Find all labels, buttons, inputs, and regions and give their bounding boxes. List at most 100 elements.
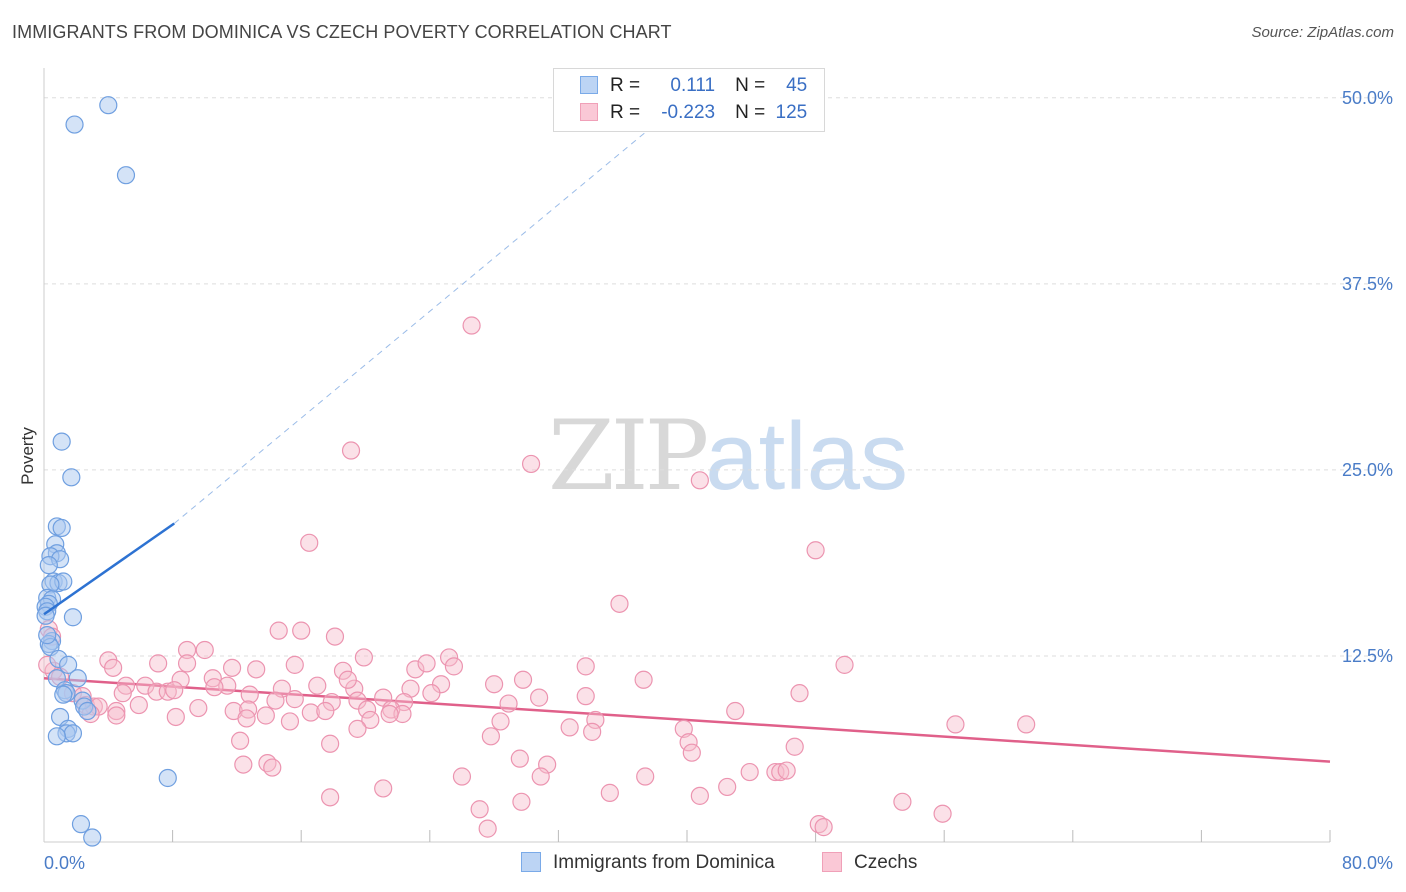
dominica-point bbox=[71, 815, 91, 834]
czechs-point bbox=[247, 660, 266, 679]
czechs-point bbox=[452, 767, 472, 786]
czechs-point bbox=[777, 761, 796, 780]
czechs-point bbox=[771, 762, 790, 782]
dominica-point bbox=[158, 768, 177, 788]
dominica-point bbox=[68, 669, 87, 688]
czechs-point bbox=[374, 779, 393, 798]
czechs-point bbox=[149, 654, 168, 673]
czechs-point bbox=[358, 700, 377, 719]
czechs-point bbox=[422, 684, 441, 703]
czechs-point bbox=[679, 733, 698, 752]
czechs-point bbox=[718, 777, 737, 797]
legend-r-value-czechs: -0.223 bbox=[661, 102, 716, 123]
czechs-point bbox=[345, 679, 364, 698]
czechs-point bbox=[1017, 715, 1036, 734]
czechs-point bbox=[237, 709, 256, 728]
czechs-point bbox=[499, 694, 518, 713]
czechs-point bbox=[104, 658, 123, 677]
czechs-point bbox=[240, 685, 259, 704]
czechs-point bbox=[439, 648, 459, 667]
dominica-trend-line bbox=[43, 522, 175, 616]
czechs-point bbox=[107, 701, 126, 721]
czechs-point bbox=[308, 676, 327, 695]
czechs-point bbox=[177, 654, 197, 673]
y-tick-label: 25.0% bbox=[1342, 460, 1393, 480]
czechs-point bbox=[531, 767, 550, 786]
legend-n-label: N = bbox=[735, 75, 766, 96]
x-tick-label-start: 0.0% bbox=[44, 853, 85, 873]
czechs-point bbox=[462, 316, 481, 335]
dominica-trend-extension bbox=[173, 97, 688, 524]
zipatlas-watermark: ZIPatlas bbox=[548, 400, 908, 512]
dominica-point bbox=[52, 432, 71, 451]
czechs-point bbox=[814, 818, 833, 837]
dominica-point bbox=[116, 166, 136, 185]
dominica-point bbox=[78, 701, 97, 721]
czechs-point bbox=[470, 800, 489, 819]
czechs-point bbox=[586, 710, 605, 730]
czechs-point bbox=[478, 819, 497, 838]
dominica-point bbox=[83, 828, 102, 847]
dominica-point bbox=[52, 518, 71, 538]
czechs-point bbox=[690, 471, 709, 490]
legend-swatch-czechs bbox=[580, 103, 598, 121]
czechs-point bbox=[300, 533, 319, 552]
czechs-point bbox=[481, 727, 500, 746]
legend-r-label-2: R = bbox=[610, 102, 641, 123]
czechs-point bbox=[321, 734, 340, 753]
czechs-point bbox=[354, 648, 373, 667]
legend-n-value-dominica: 45 bbox=[786, 75, 808, 96]
bottom-legend-label-czechs: Czechs bbox=[854, 852, 918, 873]
czechs-point bbox=[417, 654, 436, 673]
czechs-point bbox=[393, 704, 412, 724]
axes bbox=[43, 68, 1331, 843]
czechs-point bbox=[600, 783, 619, 802]
source-label: Source: ZipAtlas.com bbox=[1251, 24, 1394, 41]
dominica-point bbox=[99, 96, 118, 115]
czechs-point bbox=[933, 804, 952, 823]
czechs-point bbox=[726, 701, 745, 721]
czechs-point bbox=[674, 719, 693, 738]
watermark-zip: ZIP bbox=[548, 400, 709, 512]
bottom-legend-dominica: Immigrants from Dominica bbox=[521, 852, 775, 874]
czechs-point bbox=[301, 703, 320, 722]
czechs-point bbox=[285, 655, 304, 674]
czechs-point bbox=[576, 687, 595, 706]
czechs-point bbox=[634, 670, 653, 689]
dominica-point bbox=[54, 685, 73, 704]
czechs-point bbox=[690, 786, 709, 805]
dominica-point bbox=[38, 626, 57, 645]
x-tick-label-end: 80.0% bbox=[1342, 853, 1393, 873]
bottom-legend-label-dominica: Immigrants from Dominica bbox=[553, 852, 775, 873]
czechs-point bbox=[322, 692, 341, 712]
czechs-point bbox=[893, 792, 912, 811]
czechs-point bbox=[513, 670, 533, 689]
dominica-point bbox=[65, 115, 84, 134]
dominica-point bbox=[62, 468, 81, 487]
czechs-point bbox=[510, 749, 529, 768]
czechs-point bbox=[269, 621, 288, 640]
czechs-point bbox=[205, 678, 224, 697]
czechs-point bbox=[256, 706, 275, 725]
czechs-point bbox=[636, 767, 655, 786]
czechs-point bbox=[234, 755, 253, 774]
legend: R = 0.111 N = 45 R = -0.223 N = 125 bbox=[553, 68, 825, 132]
czechs-point bbox=[406, 660, 425, 679]
bottom-legend-swatch-czechs bbox=[822, 852, 842, 872]
czechs-point bbox=[809, 815, 828, 834]
czechs-point bbox=[107, 706, 126, 725]
czechs-point bbox=[136, 676, 155, 695]
czechs-point bbox=[195, 640, 214, 660]
czechs-point bbox=[166, 707, 185, 727]
czechs-point bbox=[158, 682, 177, 701]
czechs-point bbox=[333, 661, 353, 680]
tick-labels: 12.5% 25.0% 37.5% 50.0% 0.0% 80.0% bbox=[44, 88, 1393, 873]
czechs-point bbox=[790, 684, 809, 703]
czechs-point bbox=[444, 657, 464, 676]
czechs-point bbox=[682, 743, 701, 762]
czechs-point bbox=[341, 441, 361, 460]
czechs-point bbox=[165, 681, 184, 700]
y-tick-label: 37.5% bbox=[1342, 274, 1393, 294]
legend-n-label-2: N = bbox=[735, 102, 766, 123]
